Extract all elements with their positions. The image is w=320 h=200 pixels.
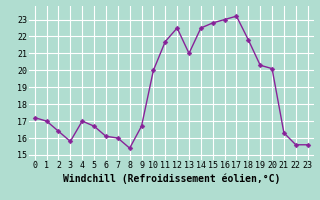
X-axis label: Windchill (Refroidissement éolien,°C): Windchill (Refroidissement éolien,°C)	[62, 173, 280, 184]
